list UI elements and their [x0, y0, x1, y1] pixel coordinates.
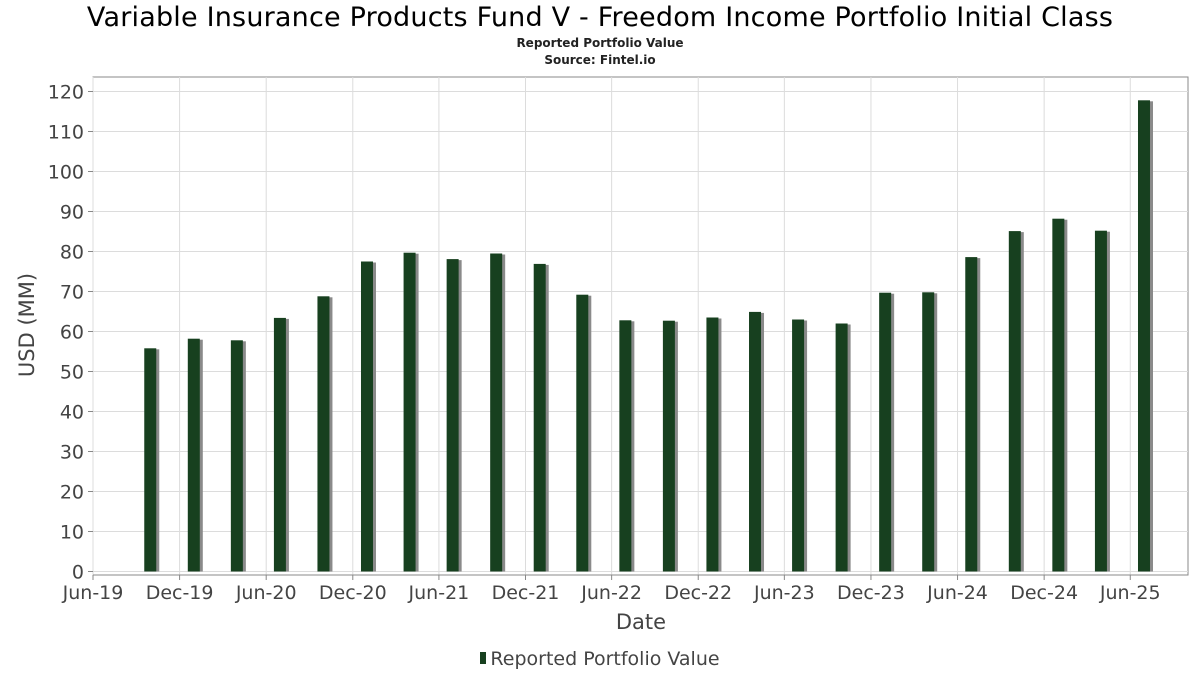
- x-tick-label: Jun-23: [753, 582, 815, 604]
- bar: [749, 311, 762, 572]
- y-axis-title: USD (MM): [15, 273, 39, 377]
- y-tick-label: 110: [48, 122, 84, 144]
- x-tick-label: Dec-23: [837, 582, 905, 604]
- x-tick-label: Jun-19: [62, 582, 124, 604]
- bar: [1008, 231, 1021, 572]
- chart-subtitle: Reported Portfolio Value: [516, 36, 684, 50]
- bar: [619, 320, 632, 572]
- x-tick-label: Dec-22: [664, 582, 732, 604]
- bar: [446, 259, 459, 572]
- bar: [273, 317, 286, 572]
- y-tick-label: 30: [60, 442, 84, 464]
- x-tick-label: Dec-21: [492, 582, 560, 604]
- legend: Reported Portfolio Value: [0, 648, 1200, 670]
- y-tick-label: 20: [60, 482, 84, 504]
- x-tick-label: Dec-20: [319, 582, 387, 604]
- y-tick-label: 100: [48, 162, 84, 184]
- bar: [965, 257, 978, 572]
- bar: [792, 319, 805, 572]
- y-tick-label: 50: [60, 362, 84, 384]
- x-tick-label: Jun-22: [580, 582, 642, 604]
- y-tick-label: 60: [60, 322, 84, 344]
- x-tick-label: Jun-21: [408, 582, 470, 604]
- chart-title: Variable Insurance Products Fund V - Fre…: [86, 2, 1114, 33]
- bar: [533, 263, 546, 572]
- chart-source: Source: Fintel.io: [544, 53, 656, 67]
- bar: [1052, 218, 1065, 572]
- bar: [144, 348, 157, 572]
- x-tick-label: Jun-20: [235, 582, 297, 604]
- axes: 0 10 20 30 40 50 60 70 80 90 100 110 120 Jun-19 Dec-19…: [48, 82, 1188, 604]
- bar: [879, 292, 892, 572]
- y-tick-label: 10: [60, 522, 84, 544]
- y-tick-label: 120: [48, 82, 84, 104]
- bar: [187, 338, 200, 572]
- bar: [490, 253, 503, 572]
- bar: [576, 294, 589, 572]
- y-tick-label: 0: [72, 562, 84, 584]
- y-tick-label: 90: [60, 202, 84, 224]
- x-tick-label: Dec-19: [146, 582, 214, 604]
- x-tick-label: Jun-24: [926, 582, 988, 604]
- x-tick-label: Jun-25: [1099, 582, 1161, 604]
- x-axis-title: Date: [616, 610, 666, 634]
- bar: [403, 252, 416, 572]
- y-tick-label: 70: [60, 282, 84, 304]
- bar: [1137, 100, 1150, 572]
- legend-swatch: [480, 652, 487, 664]
- bar: [317, 296, 330, 572]
- bars: [144, 100, 1153, 572]
- bar: [1094, 230, 1107, 572]
- bar: [230, 340, 243, 572]
- y-tick-label: 80: [60, 242, 84, 264]
- y-tick-label: 40: [60, 402, 84, 424]
- x-tick-label: Dec-24: [1010, 582, 1078, 604]
- bar: [706, 317, 719, 572]
- bar: [835, 323, 848, 572]
- bar: [922, 292, 935, 572]
- bar: [662, 320, 675, 572]
- legend-label: Reported Portfolio Value: [490, 648, 720, 670]
- bar: [360, 261, 373, 572]
